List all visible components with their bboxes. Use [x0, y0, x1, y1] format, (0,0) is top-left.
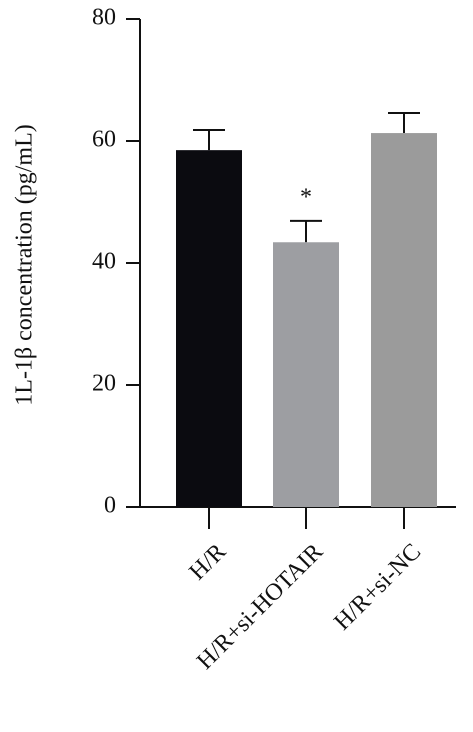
- bar: [176, 150, 242, 507]
- x-tick-label: H/R+si-NC: [329, 539, 426, 636]
- bar: [273, 242, 339, 507]
- y-tick-label: 40: [92, 249, 116, 275]
- bar: [371, 133, 437, 507]
- y-axis-label: 1L-1β concentration (pg/mL): [12, 124, 38, 405]
- annotation: *: [300, 184, 312, 210]
- y-tick-label: 0: [104, 493, 116, 519]
- y-tick-label: 60: [92, 127, 116, 153]
- y-tick-label: 20: [92, 371, 116, 397]
- x-tick-label: H/R: [184, 539, 231, 586]
- y-tick-label: 80: [92, 5, 116, 31]
